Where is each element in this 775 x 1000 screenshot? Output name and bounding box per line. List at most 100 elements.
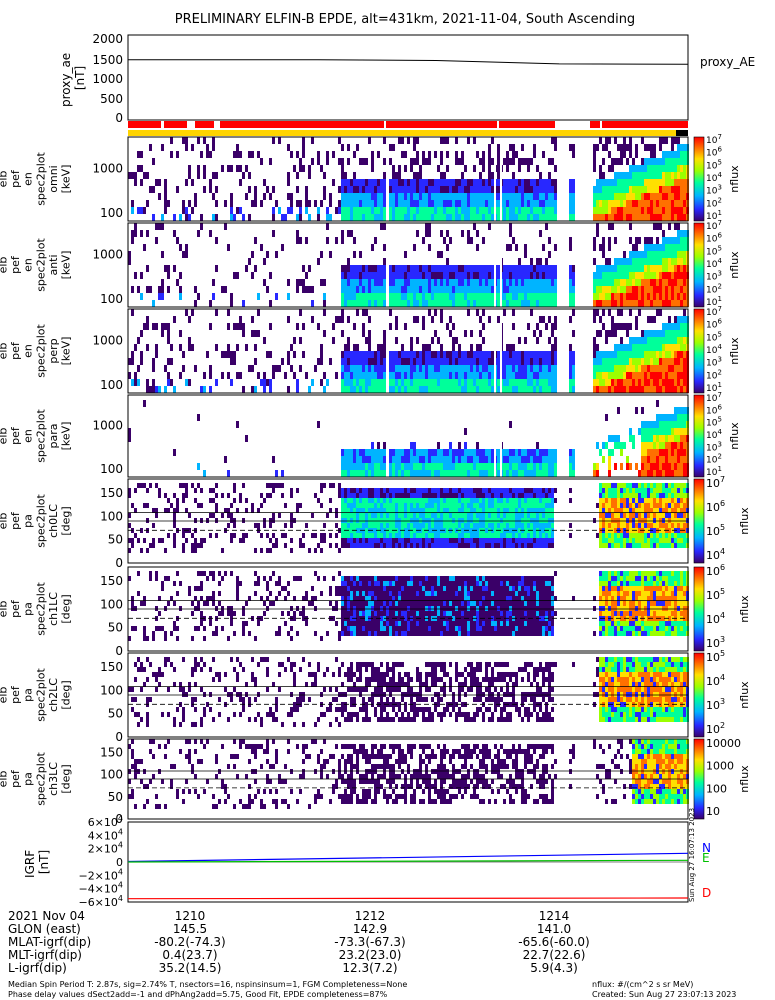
spectrogram-cell: [365, 193, 368, 200]
spectrogram-cell: [317, 358, 320, 365]
spectrogram-cell: [677, 186, 680, 193]
spectrogram-cell: [359, 379, 362, 386]
pitch-angle-cell: [527, 523, 530, 528]
spectrogram-cell: [677, 251, 680, 258]
spectrogram-cell: [626, 351, 629, 358]
spectrogram-cell: [422, 207, 425, 214]
spectrogram-cell: [449, 351, 452, 358]
spectrogram-cell: [521, 365, 524, 372]
pitch-angle-cell: [389, 493, 392, 498]
pitch-angle-cell: [431, 533, 434, 538]
spectrogram-cell: [371, 372, 374, 379]
spectrogram-cell: [593, 258, 596, 265]
pitch-angle-cell: [266, 548, 269, 553]
spectrogram-cell: [512, 351, 515, 358]
pitch-angle-cell: [647, 513, 650, 518]
spectrogram-cell: [599, 186, 602, 193]
spectrogram-cell: [296, 386, 299, 393]
spectrogram-cell: [470, 237, 473, 244]
spectrogram-cell: [353, 379, 356, 386]
spectrogram-cell: [638, 379, 641, 386]
spectrogram-cell: [140, 165, 143, 172]
pitch-angle-cell: [215, 493, 218, 498]
spectrogram-cell: [551, 386, 554, 393]
spectrogram-cell: [371, 186, 374, 193]
pitch-angle-cell: [437, 538, 440, 543]
spectrogram-cell: [638, 470, 641, 477]
spectrogram-cell: [413, 272, 416, 279]
spectrogram-cell: [509, 386, 512, 393]
spectrogram-cell: [539, 272, 542, 279]
spectrogram-cell: [644, 344, 647, 351]
spectrogram-cell: [440, 251, 443, 258]
spectrogram-cell: [395, 293, 398, 300]
spectrogram-cell: [647, 337, 650, 344]
spectrogram-cell: [443, 193, 446, 200]
pitch-angle-cell: [449, 518, 452, 523]
spectrogram-cell: [320, 165, 323, 172]
spectrogram-cell: [524, 244, 527, 251]
spectrogram-cell: [497, 449, 500, 456]
pitch-angle-cell: [602, 513, 605, 518]
spectrogram-cell: [539, 386, 542, 393]
spectrogram-cell: [314, 200, 317, 207]
pitch-angle-cell: [620, 528, 623, 533]
spectrogram-cell: [341, 165, 344, 172]
spectrogram-cell: [572, 293, 575, 300]
spectrogram-cell: [362, 309, 365, 316]
spectrogram-cell: [446, 279, 449, 286]
pitch-angle-cell: [461, 528, 464, 533]
proxy-ae-ytick: 0: [115, 111, 123, 125]
spectrogram-cell: [659, 435, 662, 442]
spectrogram-cell: [647, 330, 650, 337]
spectrogram-cell: [593, 207, 596, 214]
pitch-angle-cell: [476, 488, 479, 493]
spectrogram-cell: [596, 300, 599, 307]
spectrogram-cell: [488, 214, 491, 221]
spectrogram-cell: [158, 223, 161, 230]
panel-ylabel-line: para: [47, 424, 60, 449]
spectrogram-cell: [368, 193, 371, 200]
spectrogram-cell: [488, 151, 491, 158]
spectrogram-cell: [404, 165, 407, 172]
spectrogram-cell: [350, 372, 353, 379]
pitch-angle-cell: [302, 543, 305, 548]
spectrogram-cell: [674, 272, 677, 279]
spectrogram-cell: [362, 207, 365, 214]
spectrogram-cell: [404, 372, 407, 379]
pitch-angle-cell: [545, 508, 548, 513]
spectrogram-cell: [620, 186, 623, 193]
pitch-angle-cell: [650, 543, 653, 548]
spectrogram-cell: [341, 372, 344, 379]
pitch-angle-cell: [338, 483, 341, 488]
spectrogram-cell: [383, 179, 386, 186]
spectrogram-cell: [632, 386, 635, 393]
pitch-angle-cell: [392, 503, 395, 508]
spectrogram-cell: [683, 449, 686, 456]
spectrogram-cell: [464, 279, 467, 286]
spectrogram-cell: [629, 300, 632, 307]
spectrogram-cell: [668, 193, 671, 200]
pitch-angle-cell: [521, 513, 524, 518]
spectrogram-cell: [614, 214, 617, 221]
pitch-angle-cell: [230, 538, 233, 543]
pitch-angle-cell: [233, 518, 236, 523]
spectrogram-cell: [599, 244, 602, 251]
spectrogram-cell: [449, 386, 452, 393]
spectrogram-cell: [605, 358, 608, 365]
spectrogram-cell: [593, 344, 596, 351]
spectrogram-cell: [572, 351, 575, 358]
spectrogram-cell: [353, 286, 356, 293]
spectrogram-cell: [170, 358, 173, 365]
spectrogram-cell: [344, 200, 347, 207]
spectrogram-cell: [593, 286, 596, 293]
spectrogram-cell: [437, 337, 440, 344]
spectrogram-cell: [401, 293, 404, 300]
spectrogram-cell: [662, 251, 665, 258]
spectrogram-cell: [479, 449, 482, 456]
spectrogram-cell: [593, 470, 596, 477]
pitch-angle-cell: [641, 483, 644, 488]
pitch-angle-cell: [320, 533, 323, 538]
spectrogram-cell: [539, 449, 542, 456]
spectrogram-cell: [344, 265, 347, 272]
